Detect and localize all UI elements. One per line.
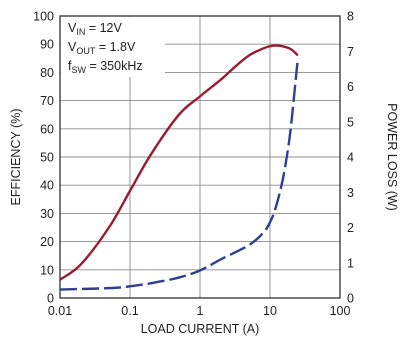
efficiency-curve [59, 44, 299, 281]
grid [60, 16, 340, 298]
plot-frame [59, 15, 341, 299]
x-tick-label: 0.1 [121, 304, 138, 318]
annotation-box: VIN = 12V VOUT = 1.8V fSW = 350kHz [61, 17, 165, 77]
y-left-tick-label: 70 [40, 94, 54, 108]
y-right-tick-label: 8 [347, 10, 354, 24]
y-left-tick-label: 0 [47, 292, 54, 306]
x-tick-label: 1 [197, 304, 204, 318]
y-axis-left-label: EFFICIENCY (%) [9, 109, 23, 206]
annotation-line: fSW = 350kHz [68, 59, 143, 75]
series-layer [59, 44, 300, 291]
y-right-tick-label: 0 [347, 292, 354, 306]
x-axis-label: LOAD CURRENT (A) [141, 322, 260, 336]
y-right-tick-label: 6 [347, 80, 354, 94]
y-left-tick-label: 60 [40, 122, 54, 136]
y-left-tick-label: 80 [40, 66, 54, 80]
y-right-tick-label: 2 [347, 221, 354, 235]
y-left-tick-label: 90 [40, 38, 54, 52]
y-left-tick-label: 50 [40, 151, 54, 165]
y-left-tick-label: 20 [40, 235, 54, 249]
y-left-tick-label: 100 [33, 10, 54, 24]
y-right-tick-label: 7 [347, 45, 354, 59]
y-right-tick-label: 5 [347, 115, 354, 129]
y-axis-right-label: POWER LOSS (W) [385, 103, 399, 211]
annotation-background [61, 17, 165, 77]
y-left-tick-label: 30 [40, 207, 54, 221]
annotation-line: VIN = 12V [68, 21, 122, 37]
annotation-line: VOUT = 1.8V [68, 40, 136, 56]
tick-labels: 0.01 0.1 1 10 100010203040506070809010001234… [33, 10, 354, 319]
y-left-tick-label: 10 [40, 263, 54, 277]
x-tick-label: 0.01 [48, 304, 72, 318]
y-right-tick-label: 3 [347, 186, 354, 200]
power-loss-curve [59, 58, 300, 291]
y-right-tick-label: 4 [347, 151, 354, 165]
y-left-tick-label: 40 [40, 179, 54, 193]
y-right-tick-label: 1 [347, 256, 354, 270]
x-tick-label: 10 [263, 304, 277, 318]
x-tick-label: 100 [330, 304, 351, 318]
